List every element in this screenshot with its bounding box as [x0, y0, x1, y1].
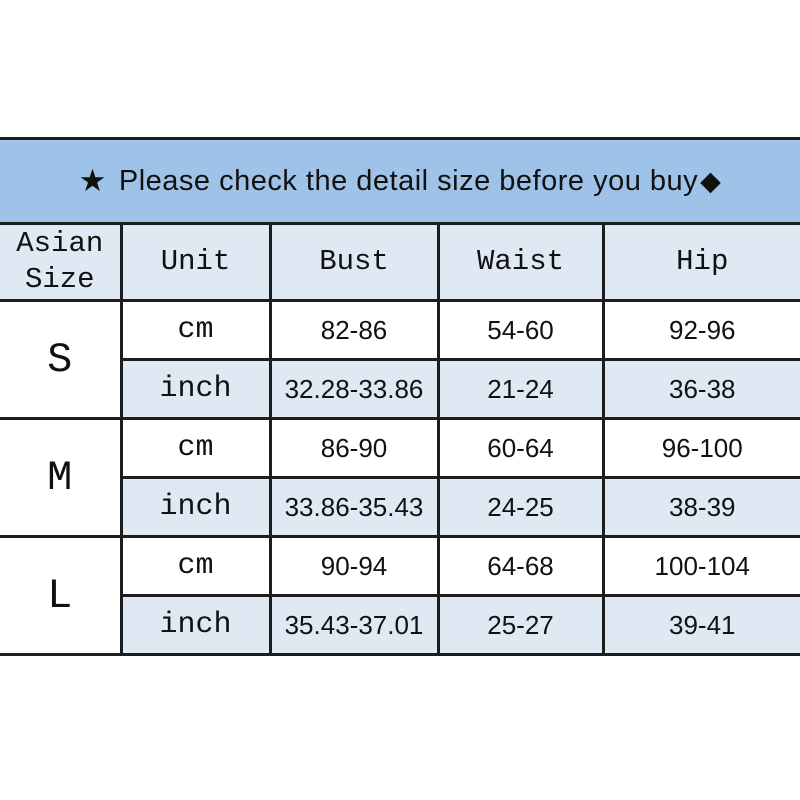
unit-label: cm — [119, 299, 272, 361]
size-label-l: L — [0, 535, 123, 656]
unit-label: cm — [119, 535, 272, 597]
diamond-icon: ◆ — [700, 165, 722, 197]
table-row-m-cm: M cm 86-90 60-64 96-100 — [0, 417, 800, 538]
bust-value: 86-90 — [268, 417, 440, 479]
column-header-unit: Unit — [119, 222, 272, 302]
size-chart: ★ Please check the detail size before yo… — [0, 137, 800, 656]
table-row-l-cm: L cm 90-94 64-68 100-104 — [0, 535, 800, 656]
waist-value: 60-64 — [436, 417, 605, 479]
unit-label: inch — [121, 358, 272, 420]
bust-value: 35.43-37.01 — [268, 594, 440, 656]
size-label-s: S — [0, 299, 123, 420]
notice-text: Please check the detail size before you … — [118, 164, 699, 197]
waist-value: 24-25 — [436, 476, 605, 538]
bust-value: 90-94 — [268, 535, 440, 597]
bust-value: 32.28-33.86 — [268, 358, 440, 420]
column-header-hip: Hip — [601, 222, 800, 302]
table-row-s-inch: inch 32.28-33.86 21-24 36-38 — [0, 358, 800, 420]
table-row-m-inch: inch 33.86-35.43 24-25 38-39 — [0, 476, 800, 538]
hip-value: 100-104 — [601, 535, 800, 597]
table-row-l-inch: inch 35.43-37.01 25-27 39-41 — [0, 594, 800, 656]
bust-value: 82-86 — [268, 299, 440, 361]
size-table: Asian Size Unit Bust Waist Hip S cm 82-8… — [0, 222, 800, 656]
hip-value: 92-96 — [601, 299, 800, 361]
hip-value: 96-100 — [601, 417, 800, 479]
waist-value: 64-68 — [436, 535, 605, 597]
star-icon: ★ — [78, 163, 107, 199]
column-header-bust: Bust — [268, 222, 440, 302]
notice-banner: ★ Please check the detail size before yo… — [0, 137, 800, 222]
waist-value: 54-60 — [436, 299, 605, 361]
waist-value: 25-27 — [436, 594, 605, 656]
column-header-waist: Waist — [436, 222, 605, 302]
hip-value: 38-39 — [601, 476, 800, 538]
column-header-size: Asian Size — [0, 222, 123, 302]
hip-value: 39-41 — [601, 594, 800, 656]
unit-label: cm — [119, 417, 272, 479]
unit-label: inch — [121, 594, 272, 656]
bust-value: 33.86-35.43 — [268, 476, 440, 538]
unit-label: inch — [121, 476, 272, 538]
header-row: Asian Size Unit Bust Waist Hip — [0, 222, 800, 302]
size-label-m: M — [0, 417, 123, 538]
hip-value: 36-38 — [601, 358, 800, 420]
table-row-s-cm: S cm 82-86 54-60 92-96 — [0, 299, 800, 420]
waist-value: 21-24 — [436, 358, 605, 420]
